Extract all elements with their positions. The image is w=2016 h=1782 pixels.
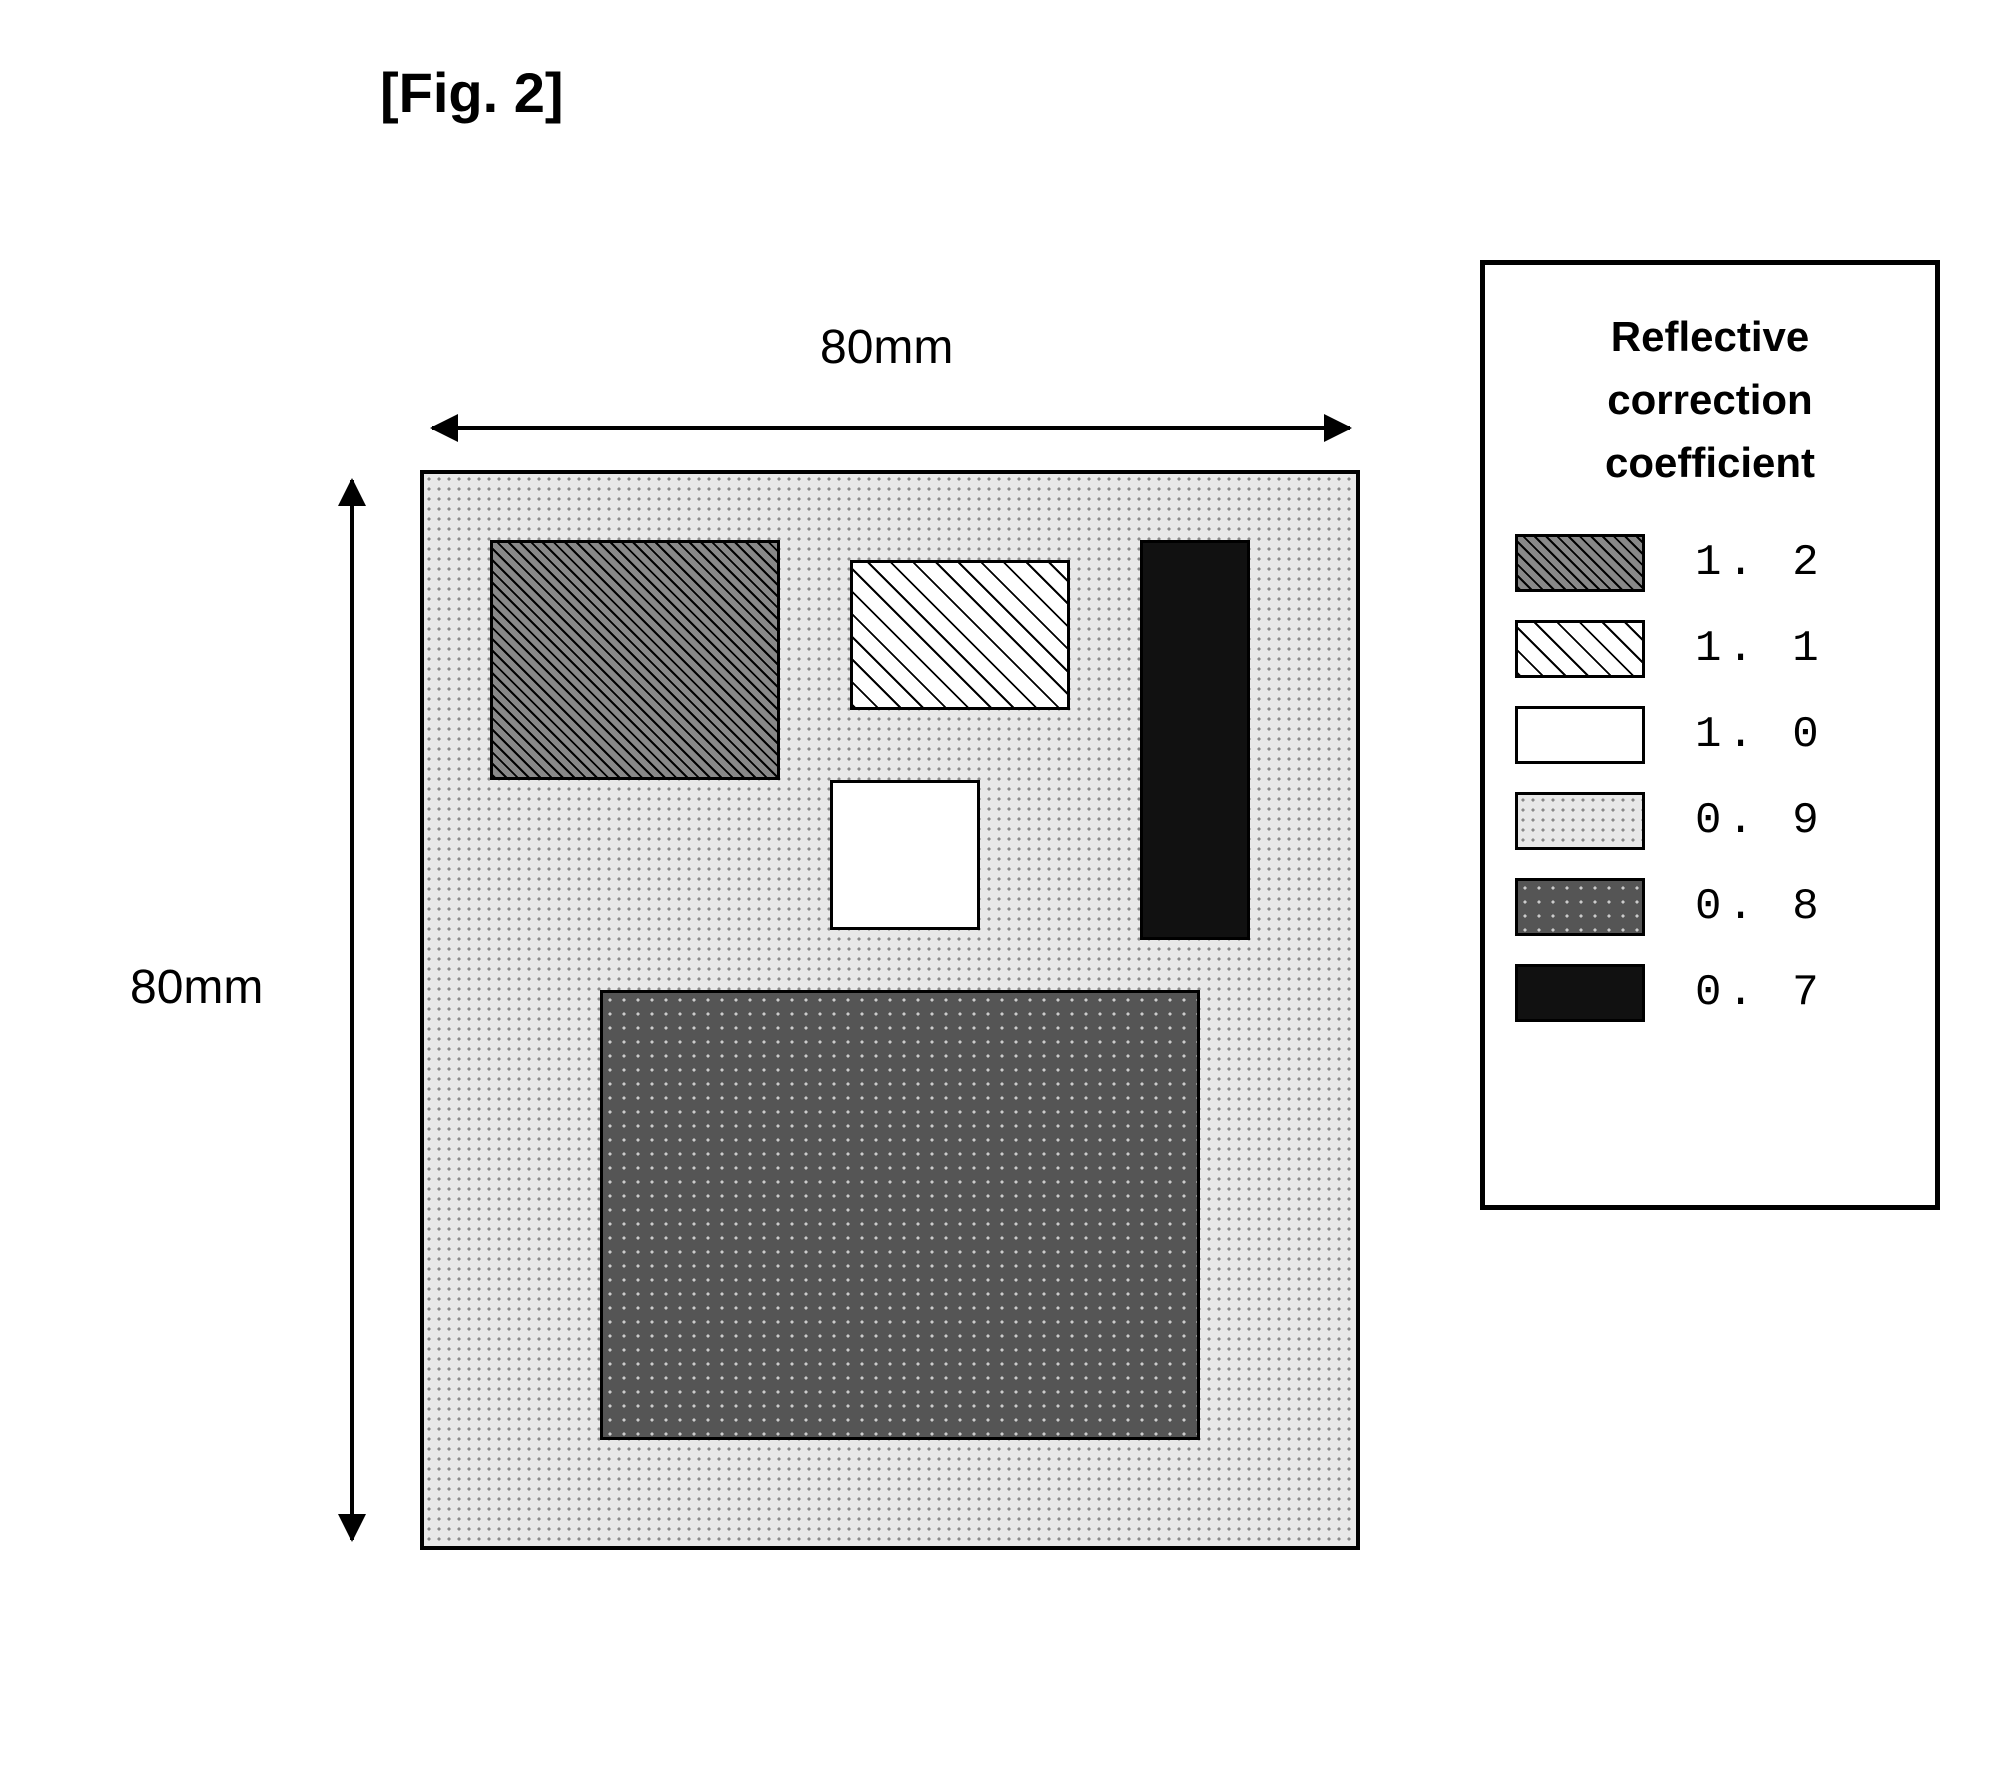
legend-row-3: 0. 9 [1515,792,1905,850]
legend-swatch-4 [1515,878,1645,936]
legend-row-0: 1. 2 [1515,534,1905,592]
legend-value-3: 0. 9 [1695,796,1825,846]
legend-title-line2: coefficient [1605,439,1815,486]
width-arrow [432,426,1350,430]
region-r10 [830,780,980,930]
legend-title-line1: Reflective correction [1607,313,1812,423]
legend-swatch-2 [1515,706,1645,764]
region-r08 [600,990,1200,1440]
legend-value-1: 1. 1 [1695,624,1825,674]
region-r12 [490,540,780,780]
legend-row-1: 1. 1 [1515,620,1905,678]
height-label: 80mm [130,960,263,1015]
legend-swatch-5 [1515,964,1645,1022]
legend-value-2: 1. 0 [1695,710,1825,760]
legend-value-5: 0. 7 [1695,968,1825,1018]
legend-value-4: 0. 8 [1695,882,1825,932]
figure-title: [Fig. 2] [380,60,564,125]
width-label: 80mm [820,320,953,375]
legend: Reflective correction coefficient 1. 21.… [1480,260,1940,1210]
legend-row-2: 1. 0 [1515,706,1905,764]
region-r07 [1140,540,1250,940]
legend-title: Reflective correction coefficient [1515,305,1905,494]
legend-items: 1. 2 1. 1 1. 0 0. 9 0. 8 0. 7 [1515,534,1905,1022]
legend-swatch-0 [1515,534,1645,592]
legend-swatch-3 [1515,792,1645,850]
region-r11 [850,560,1070,710]
legend-value-0: 1. 2 [1695,538,1825,588]
height-arrow [350,480,354,1540]
legend-row-5: 0. 7 [1515,964,1905,1022]
legend-swatch-1 [1515,620,1645,678]
legend-row-4: 0. 8 [1515,878,1905,936]
